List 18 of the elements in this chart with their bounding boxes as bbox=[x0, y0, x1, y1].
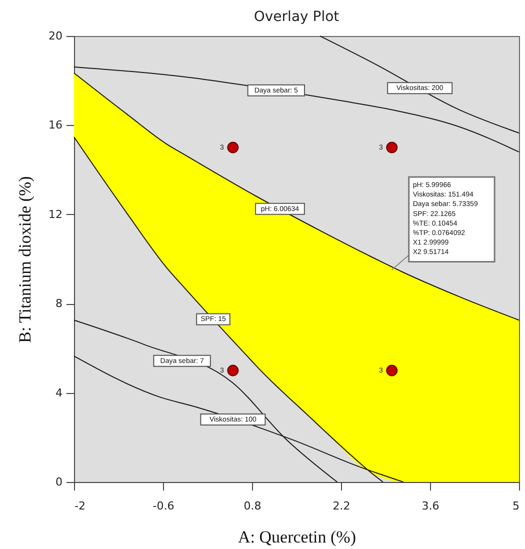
x-tick-label: 5 bbox=[512, 500, 520, 512]
y-tick-label: 16 bbox=[48, 118, 62, 132]
line-series bbox=[74, 72, 520, 321]
x-tick-label: 2.2 bbox=[332, 500, 350, 512]
y-tick-label: 0 bbox=[56, 476, 62, 488]
x-tick-label: -0.6 bbox=[152, 500, 174, 512]
y-tick-label: 20 bbox=[48, 30, 62, 42]
y-axis-title: B: Titanium dioxide (%) bbox=[16, 176, 35, 343]
line-series bbox=[320, 36, 520, 134]
x-axis-title: A: Quercetin (%) bbox=[238, 528, 356, 546]
y-tick-label: 4 bbox=[56, 386, 62, 400]
x-tick-label: 0.8 bbox=[244, 500, 262, 512]
x-tick-label: 3.6 bbox=[422, 500, 440, 512]
y-tick-label: 8 bbox=[56, 297, 62, 310]
chart-title: Overlay Plot bbox=[254, 9, 340, 25]
x-tick-label: -2 bbox=[74, 500, 86, 512]
line-series bbox=[74, 66, 520, 152]
y-tick-label: 12 bbox=[48, 208, 62, 221]
